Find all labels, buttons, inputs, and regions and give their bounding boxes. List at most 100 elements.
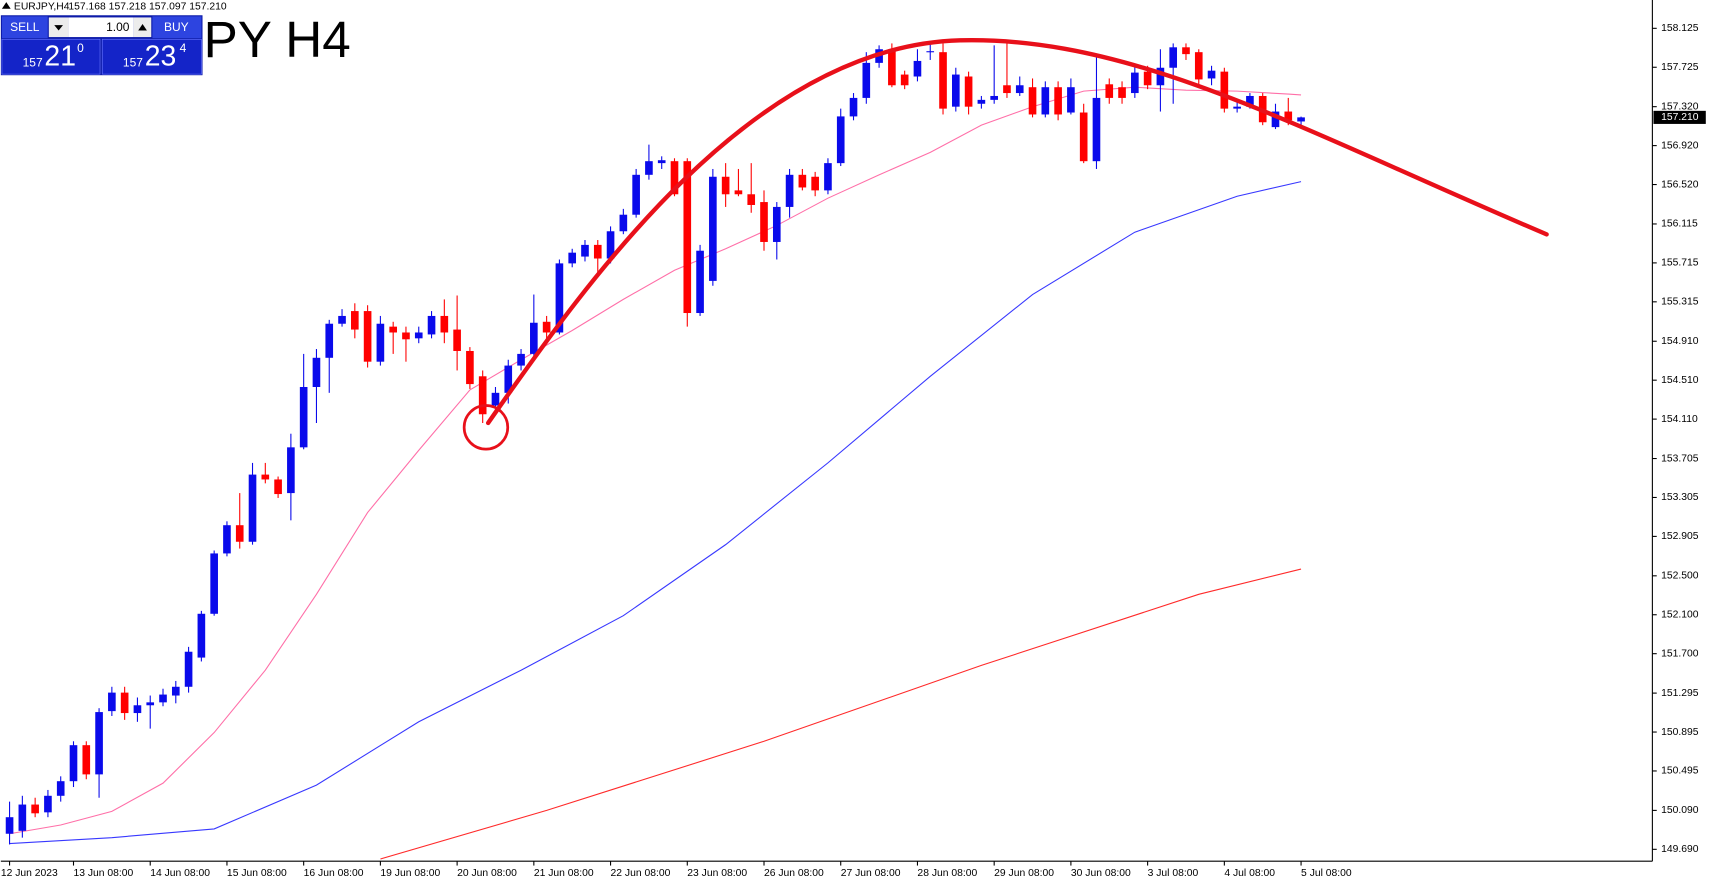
y-tick-label: 154.910 bbox=[1661, 336, 1699, 347]
sell-pips: 21 bbox=[44, 40, 76, 72]
candle-body bbox=[1207, 70, 1216, 79]
candle-body bbox=[427, 315, 436, 335]
candle-body bbox=[670, 161, 679, 195]
candle-body bbox=[1015, 85, 1024, 94]
candle-body bbox=[1169, 47, 1178, 68]
candle-body bbox=[466, 350, 474, 385]
candle-body bbox=[1092, 97, 1101, 162]
candle-body bbox=[1067, 87, 1075, 113]
y-tick-label: 157.320 bbox=[1661, 101, 1699, 112]
candle-body bbox=[287, 447, 295, 494]
x-tick-label: 26 Jun 08:00 bbox=[764, 868, 824, 879]
x-tick-label: 27 Jun 08:00 bbox=[841, 868, 901, 879]
candle-body bbox=[1079, 112, 1088, 162]
candle-body bbox=[18, 804, 27, 831]
candle-body bbox=[939, 52, 947, 109]
candle-body bbox=[964, 76, 973, 107]
y-tick-label: 154.110 bbox=[1661, 414, 1698, 425]
candle-body bbox=[888, 49, 896, 86]
candle-body bbox=[1143, 71, 1152, 86]
candle-body bbox=[1118, 87, 1126, 98]
y-tick-label: 155.715 bbox=[1661, 258, 1699, 269]
y-tick-label: 158.125 bbox=[1661, 23, 1699, 34]
candle-body bbox=[951, 74, 960, 107]
x-tick-label: 4 Jul 08:00 bbox=[1224, 868, 1275, 879]
y-tick-label: 151.295 bbox=[1661, 688, 1699, 699]
candle-body bbox=[721, 176, 730, 195]
y-tick-label: 151.700 bbox=[1661, 648, 1699, 659]
candle-body bbox=[69, 745, 78, 782]
candle-body bbox=[312, 357, 321, 387]
candle-body bbox=[1028, 87, 1037, 115]
candle-body bbox=[274, 479, 282, 495]
sell-button[interactable] bbox=[1, 16, 48, 39]
candle-body bbox=[351, 311, 359, 330]
y-tick-label: 156.520 bbox=[1661, 179, 1699, 190]
y-tick-label: 155.315 bbox=[1661, 297, 1699, 308]
candle-body bbox=[1194, 52, 1203, 80]
candle-body bbox=[31, 804, 39, 814]
candle-body bbox=[389, 326, 397, 333]
lot-value: 1.00 bbox=[106, 20, 130, 34]
sell-point: 0 bbox=[77, 41, 84, 55]
y-tick-label: 156.920 bbox=[1661, 140, 1699, 151]
x-tick-label: 19 Jun 08:00 bbox=[380, 868, 440, 879]
candle-body bbox=[1220, 71, 1229, 109]
candle-body bbox=[977, 99, 986, 104]
y-tick-label: 154.510 bbox=[1661, 375, 1699, 386]
buy-button[interactable] bbox=[152, 16, 202, 39]
candle-body bbox=[772, 206, 781, 242]
candle-body bbox=[606, 231, 615, 259]
buy-price-box[interactable] bbox=[101, 38, 202, 75]
y-tick-label: 150.495 bbox=[1661, 766, 1699, 777]
candle-body bbox=[197, 613, 206, 658]
candle-body bbox=[1003, 85, 1011, 94]
buy-label: BUY bbox=[164, 20, 189, 34]
x-tick-label: 29 Jun 08:00 bbox=[994, 868, 1054, 879]
candle-body bbox=[5, 817, 14, 834]
candle-body bbox=[299, 386, 308, 448]
candle-body bbox=[504, 365, 513, 393]
x-tick-label: 30 Jun 08:00 bbox=[1071, 868, 1131, 879]
candle-body bbox=[542, 321, 551, 333]
candle-body bbox=[990, 95, 998, 100]
indicator-line bbox=[380, 568, 1302, 860]
candle-body bbox=[1233, 106, 1241, 109]
candle-body bbox=[709, 176, 717, 281]
candle-body bbox=[900, 74, 909, 86]
candle-body bbox=[568, 252, 577, 264]
sell-big-figure: 157 bbox=[23, 55, 43, 69]
indicator-line bbox=[9, 86, 1302, 835]
y-tick-label: 152.905 bbox=[1661, 531, 1699, 542]
buy-big-figure: 157 bbox=[123, 55, 143, 69]
collapse-arrow[interactable] bbox=[1, 2, 11, 9]
candle-body bbox=[657, 160, 666, 164]
lot-input[interactable] bbox=[68, 17, 134, 38]
candle-body bbox=[581, 244, 589, 257]
candle-body bbox=[1182, 47, 1190, 55]
x-tick-label: 14 Jun 08:00 bbox=[150, 868, 210, 879]
candle-body bbox=[82, 745, 91, 775]
candle-body bbox=[402, 332, 410, 340]
candle-body bbox=[248, 474, 257, 542]
candle-body bbox=[798, 174, 807, 188]
candle-body bbox=[1131, 72, 1139, 94]
candle-body bbox=[683, 161, 692, 314]
candle-body bbox=[414, 332, 423, 339]
candle-body bbox=[440, 315, 449, 333]
candle-body bbox=[184, 651, 193, 687]
candle-body bbox=[555, 263, 564, 333]
candle-body bbox=[1246, 95, 1254, 107]
trade-panel: SELL 1.00 BUY 157 21 0 157 23 4 bbox=[0, 15, 203, 76]
x-tick-label: 23 Jun 08:00 bbox=[687, 868, 747, 879]
sell-price-box[interactable] bbox=[1, 38, 101, 75]
candle-body bbox=[836, 116, 845, 164]
y-tick-label: 157.725 bbox=[1661, 62, 1699, 73]
y-tick-label: 150.090 bbox=[1661, 805, 1699, 816]
candle-body bbox=[223, 525, 231, 554]
candle-body bbox=[210, 553, 218, 614]
buy-pips: 23 bbox=[145, 40, 177, 72]
candle-body bbox=[235, 525, 244, 542]
candle-body bbox=[747, 194, 756, 205]
